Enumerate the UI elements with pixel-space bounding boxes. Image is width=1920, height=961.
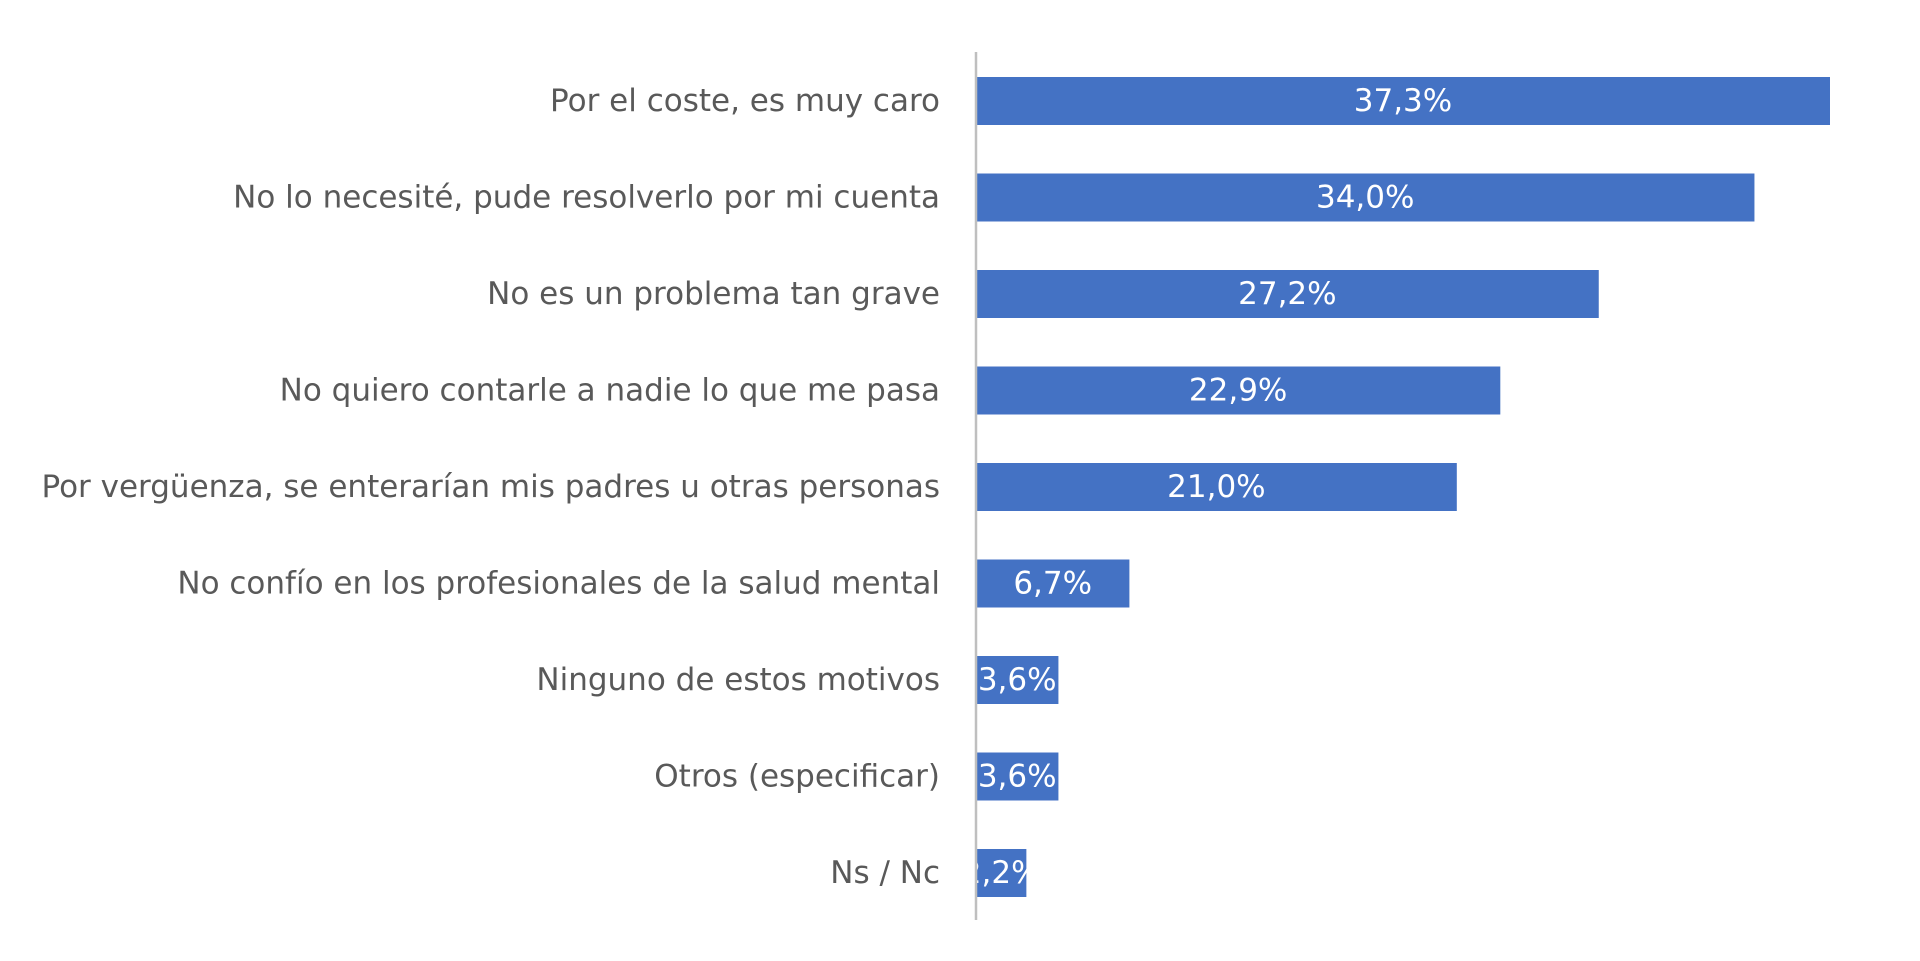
category-labels-layer: Por el coste, es muy caro No lo necesité,… — [41, 83, 940, 891]
category-label: No quiero contarle a nadie lo que me pas… — [280, 373, 940, 409]
bar — [976, 559, 1130, 608]
category-label: Por el coste, es muy caro — [550, 83, 940, 119]
bar — [976, 656, 1059, 704]
data-label: 3,6% — [978, 759, 1057, 795]
bar — [976, 849, 1027, 897]
category-label: No es un problema tan grave — [487, 276, 940, 312]
bar — [976, 752, 1059, 801]
bar — [976, 173, 1755, 222]
category-label: Otros (especificar) — [654, 759, 940, 795]
category-label: Ninguno de estos motivos — [536, 662, 940, 698]
category-label: No confío en los profesionales de la sal… — [177, 566, 940, 602]
bars-layer — [976, 77, 1830, 897]
category-label: Ns / Nc — [830, 855, 940, 891]
bar — [976, 366, 1501, 415]
bar — [976, 270, 1599, 318]
data-label: 37,3% — [1354, 83, 1452, 119]
data-label: 6,7% — [1013, 566, 1092, 602]
data-label: 22,9% — [1189, 373, 1287, 409]
bar — [976, 77, 1830, 125]
data-label: 34,0% — [1316, 180, 1414, 216]
category-label: Por vergüenza, se enterarían mis padres … — [41, 469, 940, 505]
data-label: 21,0% — [1167, 469, 1265, 505]
bar — [976, 463, 1457, 511]
data-label: 2,2% — [962, 855, 1041, 891]
data-label: 3,6% — [978, 662, 1057, 698]
data-label: 27,2% — [1238, 276, 1336, 312]
value-labels-layer: 37,3% 34,0% 27,2% 22,9% 21,0% 6,7% 3,6% 3,6% 2,2… — [962, 83, 1452, 891]
category-label: No lo necesité, pude resolverlo por mi c… — [233, 180, 940, 216]
